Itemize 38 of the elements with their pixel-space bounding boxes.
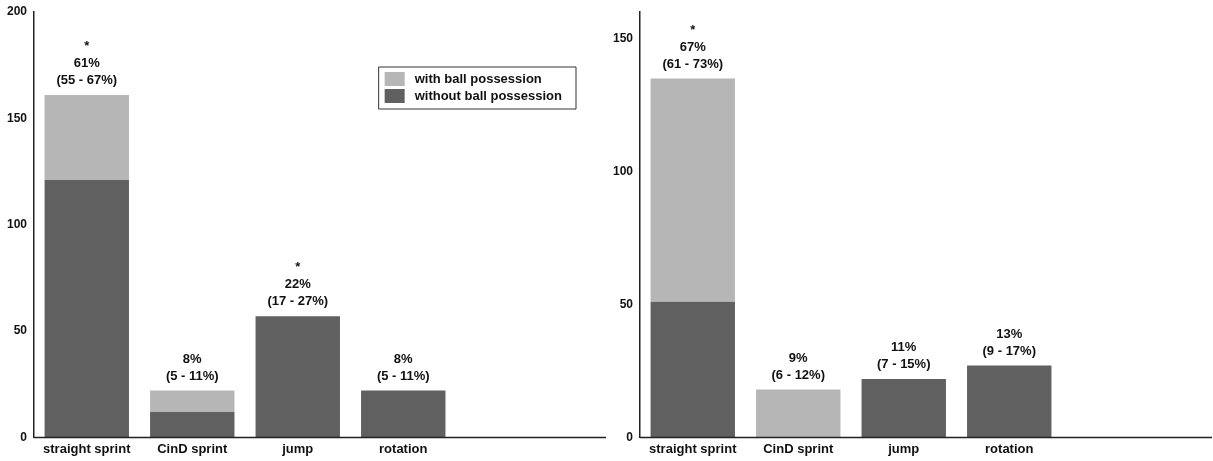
y-tick-label: 50 (619, 296, 634, 311)
y-tick-label: 0 (20, 429, 28, 444)
bar (650, 301, 735, 438)
y-tick-label: 150 (6, 110, 28, 125)
y-tick-label: 100 (6, 217, 28, 232)
x-tick-label: rotation (985, 440, 1034, 456)
x-tick-label: straight sprint (649, 440, 738, 456)
y-tick-label: 150 (612, 30, 634, 45)
bar (861, 378, 946, 438)
y-tick-label: 0 (626, 429, 634, 444)
y-tick-label: 50 (13, 323, 28, 338)
x-tick-label: rotation (379, 440, 428, 456)
y-tick-label: 200 (6, 4, 28, 19)
bar (361, 390, 446, 438)
bar (255, 316, 340, 438)
legend-label: with ball possession (413, 70, 542, 86)
annotation: 8% (5 - 11%) (376, 350, 430, 383)
annotation: 8% (5 - 11%) (165, 350, 219, 383)
annotation: * 22% (17 - 27%) (267, 259, 329, 309)
bar (44, 180, 129, 438)
legend-label: without ball possession (413, 87, 563, 103)
bar (650, 78, 735, 302)
bar (150, 390, 235, 412)
bar (44, 94, 129, 181)
x-tick-label: CinD sprint (763, 440, 834, 456)
bar (756, 389, 841, 438)
annotation: 9% (6 - 12%) (771, 349, 825, 382)
bar (150, 411, 235, 438)
x-tick-label: CinD sprint (157, 440, 228, 456)
y-tick-label: 100 (612, 163, 634, 178)
annotation: 13% (9 - 17%) (982, 325, 1036, 358)
annotation: * 61% (55 - 67%) (56, 38, 118, 88)
bar (967, 365, 1052, 438)
x-tick-label: jump (887, 440, 920, 456)
x-tick-label: jump (281, 440, 314, 456)
annotation: 11% (7 - 15%) (877, 338, 931, 371)
x-tick-label: straight sprint (43, 440, 132, 456)
annotation: * 67% (61 - 73%) (662, 21, 724, 71)
